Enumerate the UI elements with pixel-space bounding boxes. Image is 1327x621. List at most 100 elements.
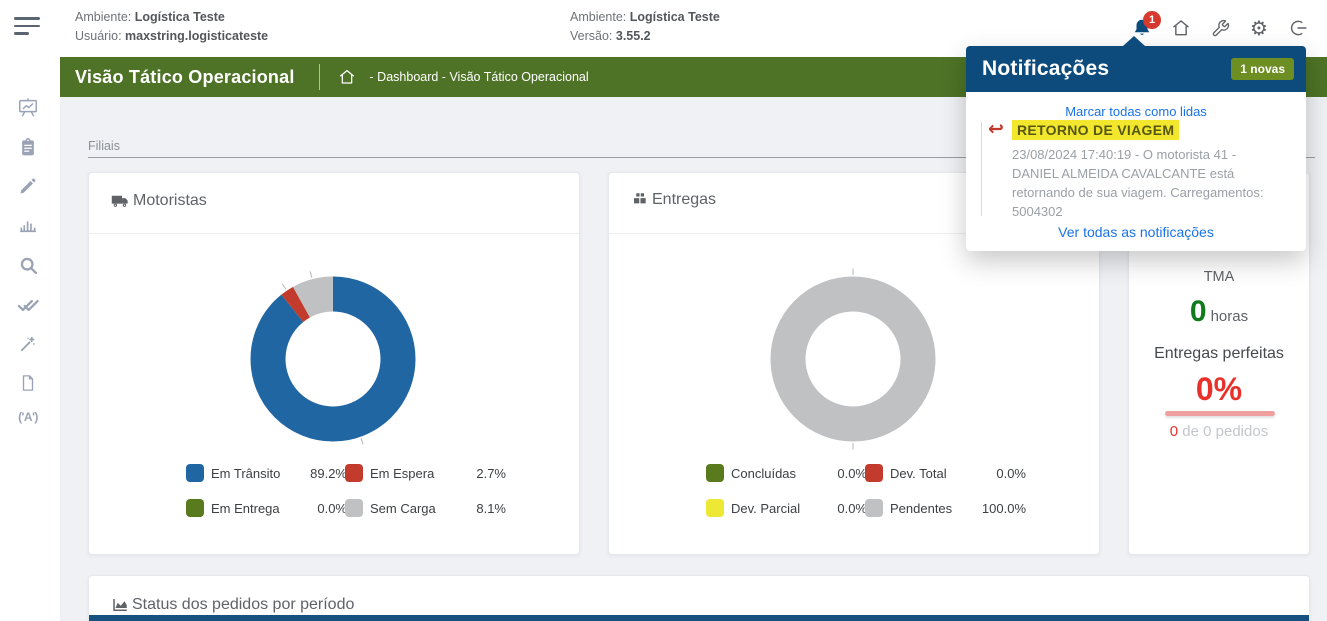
status-pedidos-card: Status dos pedidos por período — [88, 575, 1310, 621]
tma-hours-number: 0 — [1189, 295, 1207, 328]
notification-item-title: RETORNO DE VIAGEM — [1012, 120, 1180, 140]
sidebar-broadcast-icon[interactable]: ('A') — [18, 410, 38, 424]
legend-percent: 0.0% — [317, 500, 347, 516]
tma-hours-unit: horas — [1210, 308, 1249, 325]
legend-swatch — [186, 464, 204, 482]
legend-label: Dev. Total — [890, 465, 947, 481]
status-card-header: Status dos pedidos por período — [111, 596, 354, 614]
status-chart-strip — [89, 615, 1309, 621]
sidebar-clipboard-icon[interactable] — [16, 135, 40, 159]
home-icon[interactable] — [1170, 17, 1192, 39]
legend-swatch — [345, 464, 363, 482]
user-label: Usuário: — [75, 29, 122, 43]
filiais-underline — [88, 157, 1315, 158]
version-label: Versão: — [570, 29, 613, 43]
sidebar-doublecheck-icon[interactable] — [16, 292, 40, 316]
legend-swatch — [706, 464, 724, 482]
motoristas-card: Motoristas Em Trânsito 89.2% Em Espera 2.7%… — [88, 172, 580, 555]
legend-percent: 100.0% — [981, 500, 1026, 516]
status-pedidos-title: Status dos pedidos por período — [132, 596, 355, 613]
legend-label: Sem Carga — [370, 500, 436, 516]
entregas-title: Entregas — [652, 191, 717, 208]
topbar: Ambiente: Logística Teste Usuário: maxst… — [0, 0, 1327, 57]
gear-icon[interactable]: ⚙ — [1250, 16, 1268, 40]
area-chart-icon — [111, 596, 129, 614]
card-divider — [609, 233, 1099, 234]
user-value: maxstring.logisticateste — [125, 29, 269, 43]
legend-item: Dev. Parcial 0.0% — [706, 499, 867, 517]
entregas-perfeitas-value: 0% — [1195, 371, 1243, 407]
notifications-title: Notificações — [982, 57, 1110, 80]
mark-all-read-link[interactable]: Marcar todas como lidas — [1065, 104, 1207, 119]
entregas-perfeitas-progressbar — [1165, 411, 1275, 416]
new-notifications-badge: 1 novas — [1231, 58, 1294, 80]
header-divider — [318, 64, 320, 90]
legend-percent: 89.2% — [310, 465, 347, 481]
notification-item-body: 23/08/2024 17:40:19 - O motorista 41 - D… — [1012, 147, 1264, 219]
notifications-popup: Notificações 1 novas Marcar todas como l… — [966, 36, 1306, 251]
sidebar-search-icon[interactable] — [16, 253, 40, 277]
boxes-icon — [631, 191, 649, 209]
legend-label: Em Espera — [370, 465, 435, 481]
pedidos-total: de 0 pedidos — [1178, 423, 1269, 440]
entregas-card: Entregas Concluídas 0.0% Dev. Total 0.0% Dev… — [608, 172, 1100, 555]
legend-label: Dev. Parcial — [731, 500, 801, 516]
popup-arrow — [1123, 36, 1145, 46]
legend-swatch — [186, 499, 204, 517]
env-label: Ambiente: — [75, 10, 132, 24]
env-value: Logística Teste — [134, 10, 225, 24]
motoristas-donut-chart — [242, 268, 424, 450]
sidebar-pencil-icon[interactable] — [16, 174, 40, 198]
motoristas-legend: Em Trânsito 89.2% Em Espera 2.7% Em Entrega 0… — [186, 464, 506, 517]
entregas-donut-chart — [762, 268, 944, 450]
legend-percent: 0.0% — [837, 500, 867, 516]
logout-icon[interactable] — [1287, 17, 1309, 39]
entregas-card-header: Entregas — [631, 191, 716, 209]
sidebar-document-icon[interactable] — [16, 371, 40, 395]
truck-icon — [111, 191, 130, 210]
pedidos-count-text: 0 de 0 pedidos — [1129, 423, 1309, 440]
wrench-icon[interactable] — [1209, 17, 1231, 39]
page-title: Visão Tático Operacional — [75, 66, 295, 87]
sidebar: ('A') — [0, 57, 60, 621]
legend-percent: 8.1% — [476, 500, 506, 516]
entregas-perfeitas-label: Entregas perfeitas — [1154, 345, 1284, 362]
view-all-notifications-link[interactable]: Ver todas as notificações — [1058, 224, 1214, 240]
legend-swatch — [865, 464, 883, 482]
legend-percent: 0.0% — [996, 465, 1026, 481]
menu-hamburger-icon[interactable] — [14, 17, 42, 39]
notification-count-badge: 1 — [1143, 11, 1161, 29]
entregas-legend: Concluídas 0.0% Dev. Total 0.0% Dev. Parcial… — [706, 464, 1026, 517]
legend-label: Em Entrega — [211, 500, 280, 516]
breadcrumb-home-icon[interactable] — [338, 68, 356, 86]
filiais-input[interactable]: Filiais — [88, 137, 1315, 158]
sidebar-wand-icon[interactable] — [16, 332, 40, 356]
sidebar-barchart-icon[interactable] — [16, 213, 40, 237]
legend-swatch — [865, 499, 883, 517]
legend-percent: 0.0% — [837, 465, 867, 481]
legend-item: Em Trânsito 89.2% — [186, 464, 347, 482]
legend-label: Pendentes — [890, 500, 953, 516]
card-divider — [89, 233, 579, 234]
tma-value: 0 horas — [1129, 295, 1309, 329]
environment-user-info: Ambiente: Logística Teste Usuário: maxst… — [75, 8, 268, 46]
return-arrow-icon: ↩ — [988, 118, 1004, 140]
legend-item: Em Espera 2.7% — [345, 464, 506, 482]
motoristas-card-header: Motoristas — [111, 191, 207, 210]
notifications-bell-icon[interactable]: 1 — [1131, 11, 1161, 39]
environment-version-info: Ambiente: Logística Teste Versão: 3.55.2 — [570, 8, 720, 46]
pedidos-count: 0 — [1169, 423, 1179, 440]
legend-item: Concluídas 0.0% — [706, 464, 867, 482]
legend-item: Sem Carga 8.1% — [345, 499, 506, 517]
legend-label: Em Trânsito — [211, 465, 281, 481]
env-value-2: Logística Teste — [629, 10, 720, 24]
legend-percent: 2.7% — [476, 465, 506, 481]
topbar-icons: 1 ⚙ — [1131, 10, 1309, 46]
filiais-label: Filiais — [88, 139, 120, 153]
legend-label: Concluídas — [731, 465, 797, 481]
legend-item: Dev. Total 0.0% — [865, 464, 1026, 482]
tma-label: TMA — [1203, 269, 1235, 285]
sidebar-dashboard-icon[interactable] — [16, 96, 40, 120]
env-label-2: Ambiente: — [570, 10, 627, 24]
